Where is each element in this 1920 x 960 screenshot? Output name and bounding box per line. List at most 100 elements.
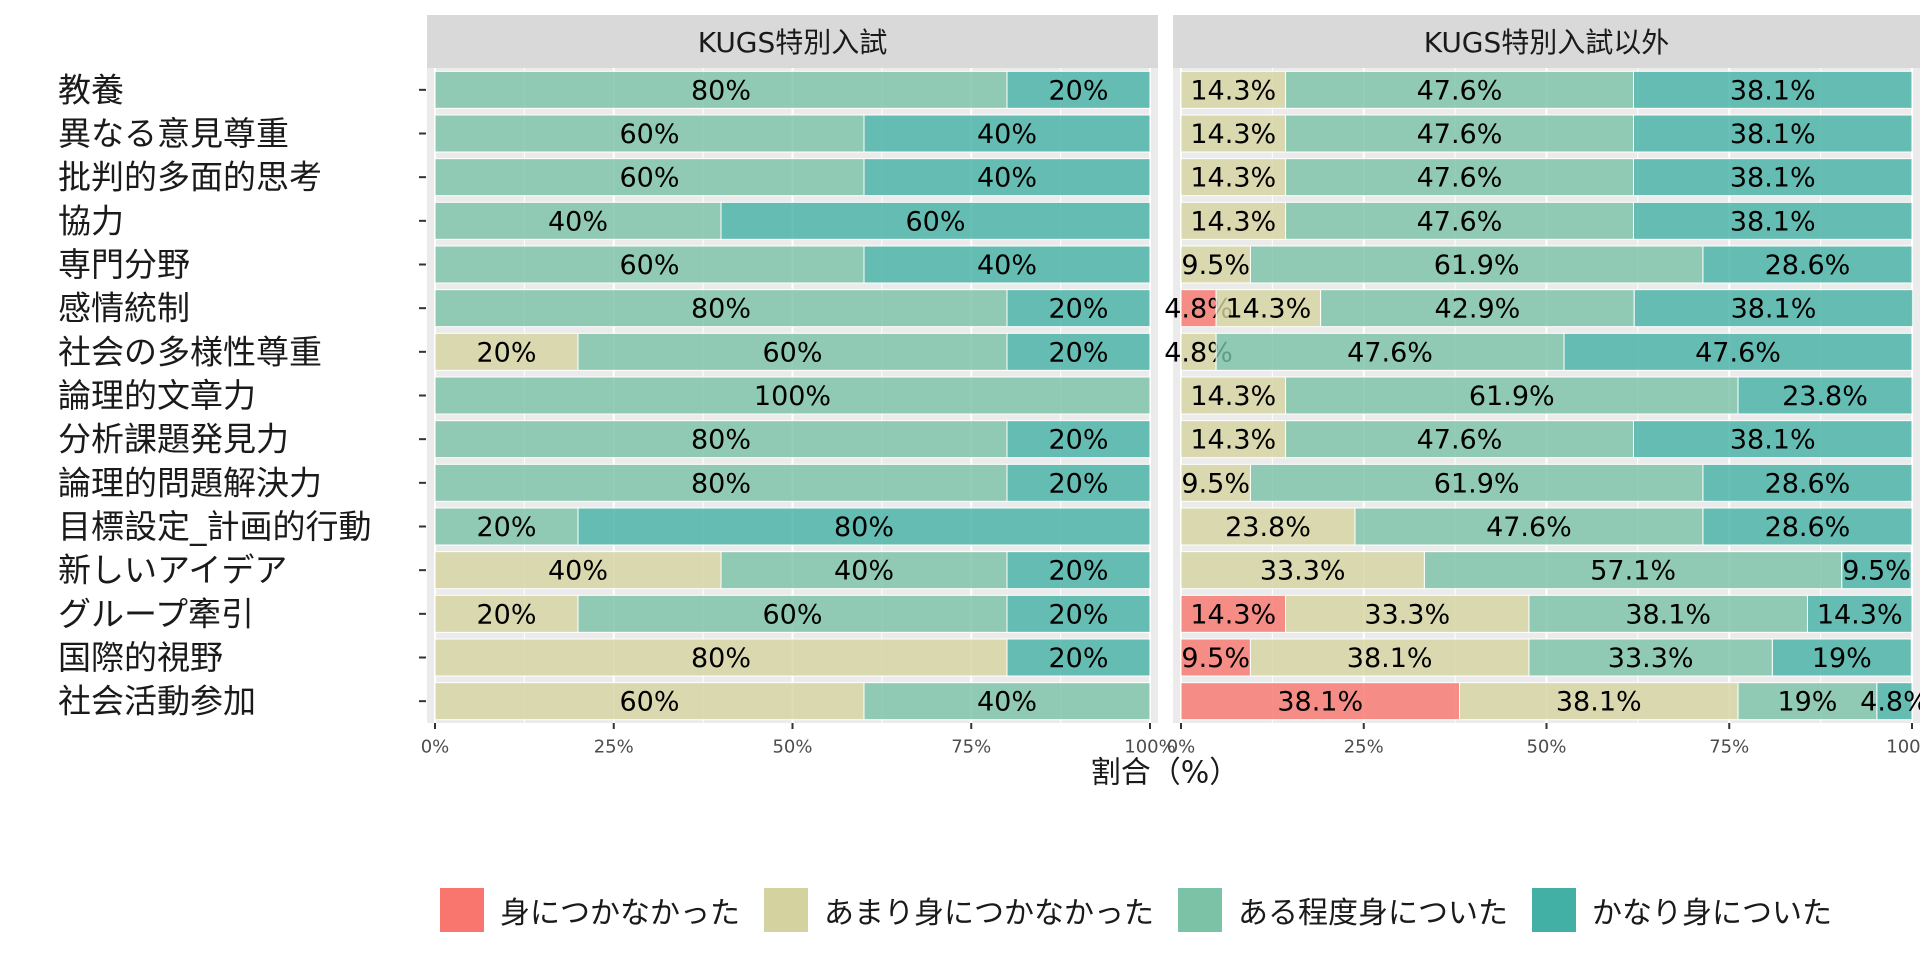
bar-segment (577, 507, 1151, 546)
bar-segment (1006, 551, 1151, 590)
bar-segment (863, 158, 1151, 197)
data-label: 40% (977, 163, 1037, 194)
bar-segment (1632, 70, 1913, 109)
bar-segment (1006, 332, 1151, 371)
bar-segment (434, 158, 865, 197)
bar-segment (577, 332, 1008, 371)
bar-segment (1841, 551, 1912, 590)
data-label: 40% (977, 119, 1037, 150)
data-label: 33.3% (1364, 599, 1450, 630)
x-axis-title: 割合（%） (1091, 756, 1240, 791)
category-label: 批判的多面的思考 (58, 158, 322, 197)
data-label: 20% (1048, 337, 1108, 368)
data-label: 80% (834, 512, 894, 543)
data-label: 14.3% (1190, 163, 1276, 194)
data-label: 20% (1048, 75, 1108, 106)
bar-segment (434, 638, 1008, 677)
data-label: 57.1% (1590, 556, 1676, 587)
bar-segment (1180, 158, 1287, 197)
legend-item-3: かなり身についた (1532, 888, 1832, 932)
data-label: 20% (1048, 556, 1108, 587)
bar-segment (1806, 594, 1913, 633)
data-label: 100% (754, 381, 831, 412)
bar-segment (434, 201, 722, 240)
data-label: 40% (977, 250, 1037, 281)
bar-segment (1702, 463, 1913, 502)
data-label: 38.1% (1347, 643, 1433, 674)
data-label: 14.3% (1190, 599, 1276, 630)
bar-segment (1006, 289, 1151, 328)
data-label: 28.6% (1765, 468, 1851, 499)
bar-segment (1180, 70, 1287, 109)
data-label: 28.6% (1765, 250, 1851, 281)
bar-segment (1737, 682, 1878, 721)
bar-segment (1632, 158, 1913, 197)
x-tick-label: 50% (1526, 737, 1566, 758)
bar-segment (1702, 245, 1913, 284)
bar-segment (1528, 638, 1773, 677)
bar-segment (1180, 289, 1217, 328)
data-label: 14.3% (1817, 599, 1903, 630)
category-label: 社会活動参加 (58, 682, 256, 721)
data-label: 20% (1048, 643, 1108, 674)
facet-strip (427, 15, 1158, 68)
data-label: 40% (834, 556, 894, 587)
data-label: 38.1% (1730, 163, 1816, 194)
data-label: 14.3% (1190, 206, 1276, 237)
data-label: 38.1% (1730, 75, 1816, 106)
category-label: グループ牽引 (58, 594, 254, 633)
bar-segment (1528, 594, 1808, 633)
bar-segment (1180, 551, 1425, 590)
data-label: 19% (1812, 643, 1872, 674)
legend-item-0: 身につかなかった (440, 888, 740, 932)
data-label: 47.6% (1417, 163, 1503, 194)
data-label: 20% (1048, 468, 1108, 499)
bar-segment (720, 551, 1008, 590)
bar-segment (1423, 551, 1843, 590)
category-label: 論理的問題解決力 (58, 463, 322, 502)
data-label: 61.9% (1434, 250, 1520, 281)
x-tick-label: 75% (1709, 737, 1749, 758)
data-label: 38.1% (1556, 687, 1642, 718)
bar-segment (1180, 201, 1287, 240)
bar-segment (1285, 594, 1530, 633)
data-label: 60% (762, 599, 822, 630)
bar-segment (1702, 507, 1913, 546)
data-label: 38.1% (1730, 425, 1816, 456)
data-label: 20% (476, 337, 536, 368)
data-label: 19% (1777, 687, 1837, 718)
data-label: 60% (905, 206, 965, 237)
bar-segment (863, 682, 1151, 721)
data-label: 42.9% (1435, 294, 1521, 325)
bar-segment (434, 507, 579, 546)
data-label: 60% (619, 163, 679, 194)
bar-segment (1006, 638, 1151, 677)
legend-swatch-1 (764, 888, 808, 932)
data-label: 14.3% (1225, 294, 1311, 325)
data-label: 38.1% (1730, 119, 1816, 150)
bar-segment (434, 114, 865, 153)
bar-segment (1180, 332, 1217, 371)
bar-segment (1632, 201, 1913, 240)
data-label: 60% (762, 337, 822, 368)
bar-segment (1285, 114, 1634, 153)
data-label: 47.6% (1417, 206, 1503, 237)
data-label: 9.5% (1842, 556, 1911, 587)
bar-segment (434, 463, 1008, 502)
category-label: 論理的文章力 (58, 376, 256, 415)
data-label: 47.6% (1347, 337, 1433, 368)
data-label: 4.8% (1860, 687, 1920, 718)
bar-segment (720, 201, 1151, 240)
data-label: 61.9% (1434, 468, 1520, 499)
x-tick-label: 50% (772, 737, 812, 758)
bar-segment (1180, 594, 1287, 633)
data-label: 40% (548, 206, 608, 237)
data-label: 14.3% (1190, 425, 1276, 456)
x-tick-label: 75% (951, 737, 991, 758)
bar-segment (434, 376, 1151, 415)
legend-label-3: かなり身についた (1592, 896, 1832, 931)
data-label: 60% (619, 119, 679, 150)
data-label: 23.8% (1782, 381, 1868, 412)
chart-canvas: 教養異なる意見尊重批判的多面的思考協力専門分野感情統制社会の多様性尊重論理的文章… (58, 15, 1920, 791)
